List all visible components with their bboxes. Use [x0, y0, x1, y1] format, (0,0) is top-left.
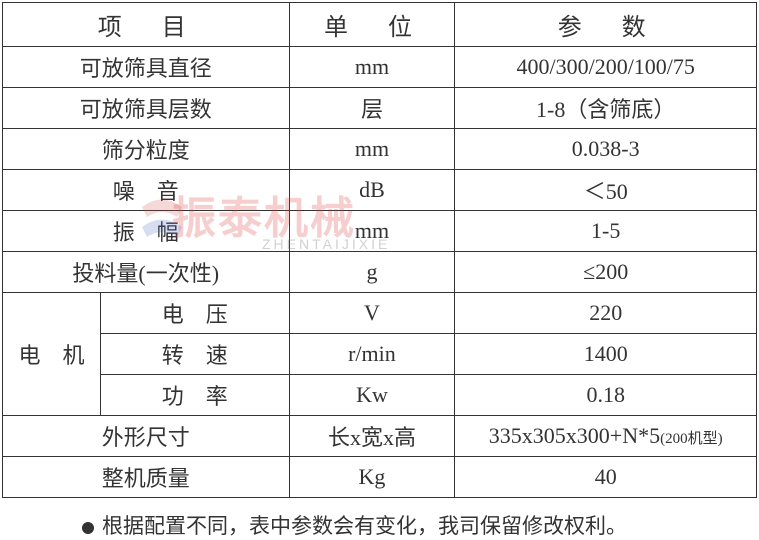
cell-unit: mm [289, 47, 455, 88]
cell-item: 整机质量 [3, 457, 290, 498]
spec-table: 项 目 单 位 参 数 可放筛具直径 mm 400/300/200/100/75… [2, 2, 757, 498]
cell-item: 电 压 [101, 293, 290, 334]
spec-table-container: 振泰机械 ZHENTAIJIXIE 项 目 单 位 参 数 可放筛具直径 mm … [2, 2, 757, 498]
cell-unit: V [289, 293, 455, 334]
cell-unit: 长x宽x高 [289, 416, 455, 457]
cell-item: 筛分粒度 [3, 129, 290, 170]
table-row-motor: 功 率 Kw 0.18 [3, 375, 757, 416]
cell-param: 220 [455, 293, 757, 334]
cell-param: ＜50 [455, 170, 757, 211]
cell-item: 功 率 [101, 375, 290, 416]
cell-unit: dB [289, 170, 455, 211]
cell-item: 振 幅 [3, 211, 290, 252]
table-row: 外形尺寸 长x宽x高 335x305x300+N*5(200机型) [3, 416, 757, 457]
cell-unit: r/min [289, 334, 455, 375]
cell-param: 40 [455, 457, 757, 498]
table-row: 投料量(一次性) g ≤200 [3, 252, 757, 293]
table-row: 噪 音 dB ＜50 [3, 170, 757, 211]
cell-param: ≤200 [455, 252, 757, 293]
cell-item: 可放筛具层数 [3, 88, 290, 129]
cell-item: 噪 音 [3, 170, 290, 211]
cell-param: 1400 [455, 334, 757, 375]
cell-unit: 层 [289, 88, 455, 129]
cell-item: 转 速 [101, 334, 290, 375]
cell-param: 400/300/200/100/75 [455, 47, 757, 88]
cell-item: 外形尺寸 [3, 416, 290, 457]
param-note: (200机型) [660, 431, 723, 447]
cell-item: 投料量(一次性) [3, 252, 290, 293]
cell-unit: g [289, 252, 455, 293]
footer-note: 根据配置不同，表中参数会有变化，我司保留修改权利。 [2, 510, 757, 540]
cell-param: 1-5 [455, 211, 757, 252]
table-row: 筛分粒度 mm 0.038-3 [3, 129, 757, 170]
header-item: 项 目 [3, 3, 290, 47]
table-row: 可放筛具层数 层 1-8（含筛底） [3, 88, 757, 129]
table-row: 可放筛具直径 mm 400/300/200/100/75 [3, 47, 757, 88]
table-row-motor: 电 机 电 压 V 220 [3, 293, 757, 334]
param-main: 335x305x300+N*5 [489, 423, 660, 448]
cell-item: 可放筛具直径 [3, 47, 290, 88]
cell-unit: mm [289, 129, 455, 170]
cell-param: 0.038-3 [455, 129, 757, 170]
cell-param: 335x305x300+N*5(200机型) [455, 416, 757, 457]
header-unit: 单 位 [289, 3, 455, 47]
cell-unit: Kg [289, 457, 455, 498]
header-param: 参 数 [455, 3, 757, 47]
footer-text: 根据配置不同，表中参数会有变化，我司保留修改权利。 [102, 514, 627, 538]
cell-param: 0.18 [455, 375, 757, 416]
cell-motor-label: 电 机 [3, 293, 101, 416]
cell-unit: mm [289, 211, 455, 252]
table-row: 振 幅 mm 1-5 [3, 211, 757, 252]
cell-param: 1-8（含筛底） [455, 88, 757, 129]
cell-unit: Kw [289, 375, 455, 416]
bullet-icon [82, 522, 94, 534]
table-row-motor: 转 速 r/min 1400 [3, 334, 757, 375]
table-header-row: 项 目 单 位 参 数 [3, 3, 757, 47]
table-row: 整机质量 Kg 40 [3, 457, 757, 498]
